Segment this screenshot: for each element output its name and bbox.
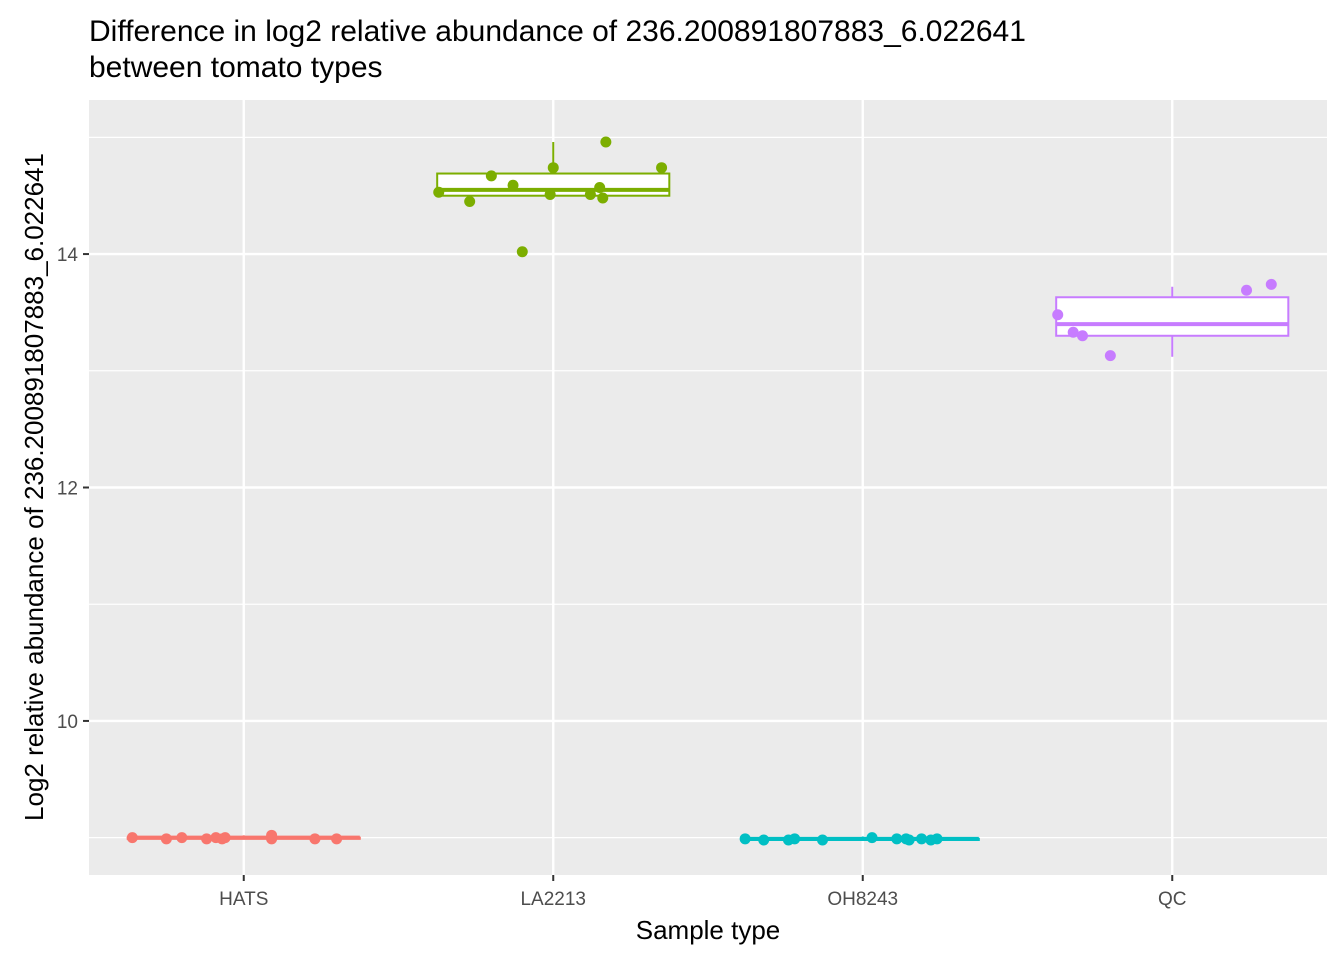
data-point: [600, 136, 612, 148]
data-point: [1104, 350, 1116, 362]
data-point: [464, 196, 476, 208]
y-tick-label: 14: [57, 245, 79, 266]
data-point: [544, 189, 556, 201]
data-point: [903, 834, 915, 846]
data-point: [584, 189, 596, 201]
box-qc: [1055, 296, 1290, 337]
data-point: [789, 833, 801, 845]
data-point: [516, 246, 528, 258]
data-point: [817, 834, 829, 846]
grid-major: [89, 100, 1327, 875]
x-tick-label: LA2213: [520, 889, 586, 910]
data-point: [176, 832, 188, 844]
data-point: [1076, 330, 1088, 342]
data-point: [160, 833, 172, 845]
data-point: [597, 192, 609, 204]
data-point: [1067, 326, 1079, 338]
data-point: [1052, 309, 1064, 321]
data-point: [309, 833, 321, 845]
data-point: [739, 833, 751, 845]
x-axis-title: Sample type: [636, 915, 781, 945]
data-point: [219, 832, 231, 844]
data-point: [433, 186, 445, 198]
chart-title-line2: between tomato types: [89, 51, 383, 84]
y-tick-label: 10: [57, 712, 78, 733]
data-point: [916, 833, 928, 845]
data-point: [485, 170, 497, 182]
x-tick-label: OH8243: [827, 889, 898, 910]
points: [126, 136, 1277, 846]
data-point: [547, 162, 559, 174]
y-axis: 10 12 14: [57, 245, 89, 733]
data-point: [866, 832, 878, 844]
data-point: [594, 182, 606, 194]
data-point: [331, 833, 343, 845]
data-point: [1265, 278, 1277, 290]
data-point: [201, 833, 213, 845]
data-point: [656, 162, 668, 174]
x-tick-label: QC: [1158, 889, 1187, 910]
chart-title-line1: Difference in log2 relative abundance of…: [89, 15, 1026, 48]
y-axis-title: Log2 relative abundance of 236.200891807…: [19, 153, 49, 821]
y-tick-label: 12: [57, 479, 78, 500]
data-point: [507, 179, 519, 191]
data-point: [1241, 284, 1253, 296]
data-point: [758, 834, 770, 846]
data-point: [891, 833, 903, 845]
data-point: [126, 832, 138, 844]
x-tick-label: HATS: [219, 889, 268, 910]
x-axis: HATS LA2213 OH8243 QC: [219, 875, 1187, 910]
data-point: [931, 833, 943, 845]
data-point: [266, 833, 278, 845]
